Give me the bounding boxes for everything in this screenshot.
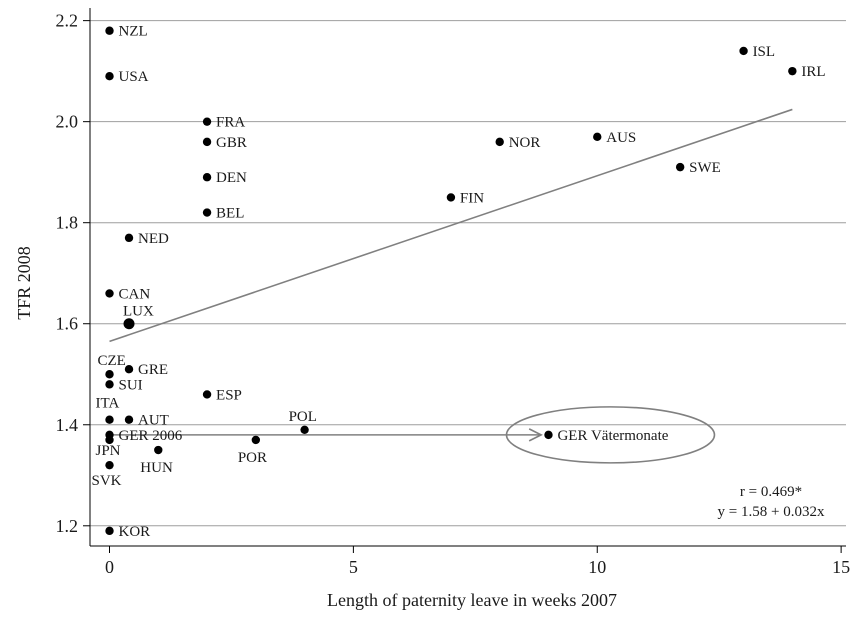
y-tick-label: 2.2 [56, 11, 79, 31]
point-label: CZE [98, 353, 126, 369]
point-label: JPN [96, 443, 121, 459]
point-label: IRL [801, 64, 825, 80]
data-point [105, 435, 114, 445]
data-point [105, 289, 114, 298]
highlight-ellipse [505, 406, 716, 464]
x-tick-label: 0 [105, 557, 114, 577]
data-point [495, 137, 504, 147]
point-label: SVK [92, 473, 122, 489]
comparison-arrowhead [528, 428, 543, 442]
point-label: CAN [119, 286, 151, 302]
y-tick-label: 1.2 [56, 516, 79, 536]
data-point [105, 71, 114, 81]
y-tick-label: 1.8 [56, 213, 79, 233]
point-label: HUN [140, 460, 173, 476]
point-label: ESP [216, 387, 242, 403]
fit-line-group [109, 108, 793, 343]
point-label: GBR [216, 135, 247, 151]
point-label: GER Vätermonate [557, 428, 668, 444]
x-tick-label: 10 [588, 557, 606, 577]
point-label: POR [238, 450, 267, 466]
point-label: KOR [119, 524, 151, 540]
x-tick-label: 5 [349, 557, 358, 577]
data-point [202, 137, 212, 147]
point-label: FIN [460, 190, 484, 206]
y-tick-label: 1.6 [56, 314, 79, 334]
data-point [202, 390, 212, 399]
y-tick-label: 1.4 [56, 415, 79, 435]
data-point [544, 430, 553, 440]
point-label: ISL [753, 44, 776, 60]
point-label: GRE [138, 362, 168, 378]
point-label: AUS [606, 130, 636, 146]
data-point [202, 117, 212, 126]
data-point [202, 208, 212, 217]
point-label: GER 2006 [119, 428, 183, 444]
data-point [124, 233, 134, 243]
tick-labels: 1.2 1.4 1.6 1.8 2.0 2.2 0 5 10 15 [56, 11, 851, 577]
x-axis-title: Length of paternity leave in weeks 2007 [327, 590, 617, 610]
point-label: AUT [138, 413, 169, 429]
data-point [123, 318, 135, 330]
point-label: USA [119, 69, 149, 85]
point-label: ITA [96, 396, 120, 412]
data-point [202, 173, 212, 182]
y-tick-label: 2.0 [56, 112, 79, 132]
point-label: POL [289, 409, 317, 425]
data-point [105, 460, 114, 470]
data-point [251, 435, 261, 445]
data-point [675, 162, 685, 172]
data-point [105, 26, 114, 35]
x-tick-label: 15 [832, 557, 850, 577]
data-point [105, 415, 114, 424]
grid-lines [90, 20, 846, 527]
data-point [300, 425, 309, 435]
data-points [105, 26, 797, 536]
point-label: NED [138, 231, 169, 247]
data-point [124, 364, 134, 374]
data-point [105, 380, 114, 389]
point-label: NOR [509, 135, 541, 151]
axes [83, 8, 846, 553]
data-point [124, 415, 134, 424]
point-label: SUI [119, 377, 143, 393]
regression-equation: y = 1.58 + 0.032x [718, 504, 825, 520]
point-label: NZL [119, 24, 148, 40]
point-label: LUX [123, 304, 154, 320]
annotation-group [109, 406, 716, 464]
data-point [154, 445, 163, 455]
point-label: DEN [216, 170, 247, 186]
data-point [446, 193, 456, 202]
point-label: BEL [216, 206, 244, 222]
correlation-stat: r = 0.469* [740, 484, 802, 500]
data-point [593, 132, 602, 142]
point-label: SWE [689, 160, 721, 176]
point-label: FRA [216, 115, 245, 131]
regression-line [109, 108, 793, 343]
data-point [105, 370, 114, 379]
data-point [788, 66, 797, 76]
y-axis-title: TFR 2008 [14, 246, 34, 320]
data-point [105, 526, 114, 536]
data-point [739, 46, 748, 56]
